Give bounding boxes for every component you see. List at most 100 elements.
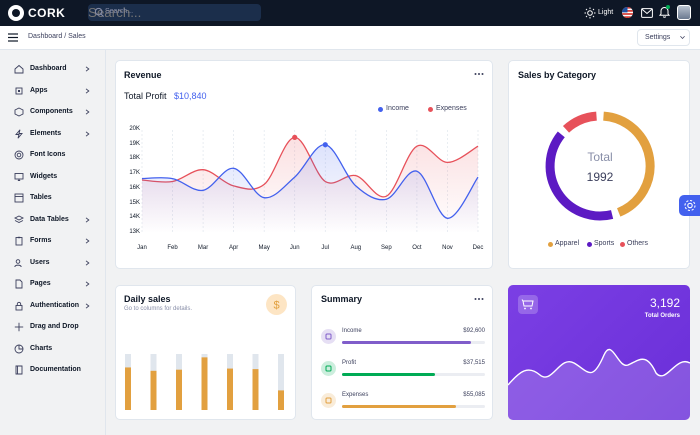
sidebar-item-label: Components — [30, 108, 73, 115]
chevron-right-icon — [85, 238, 90, 244]
chevron-right-icon — [85, 302, 90, 309]
sidebar-item-pages[interactable]: Pages — [0, 277, 106, 293]
credit-card-icon — [321, 393, 336, 408]
x-tick-label: Aug — [350, 245, 362, 251]
daily-bar[interactable] — [278, 390, 284, 410]
legend-dot-income — [378, 107, 383, 112]
data-point-income-peak[interactable] — [322, 142, 328, 148]
svg-text:$: $ — [273, 300, 279, 312]
avatar[interactable] — [677, 5, 691, 20]
donut-center-label: Total — [587, 150, 613, 164]
donut-slice-sports[interactable] — [545, 131, 614, 221]
layers-icon — [14, 214, 24, 223]
x-tick-label: May — [258, 245, 270, 251]
chevron-right-icon — [85, 109, 90, 115]
total-profit-label: Total Profit — [124, 91, 167, 101]
sales-category-title: Sales by Category — [518, 70, 597, 80]
more-horizontal-icon[interactable] — [474, 297, 484, 301]
x-tick-label: Dec — [472, 245, 484, 251]
summary-label: Profit — [342, 360, 357, 366]
legend-label-apparel: Apparel — [555, 240, 580, 247]
x-tick-label: Nov — [442, 245, 453, 251]
chevron-right-icon — [85, 281, 90, 287]
y-tick-label: 18K — [129, 155, 140, 162]
brand-name[interactable]: CORK — [28, 6, 66, 20]
settings-dropdown[interactable]: Settings — [637, 29, 690, 46]
daily-bar[interactable] — [227, 368, 233, 410]
sun-icon[interactable] — [584, 7, 596, 19]
summary-progress-track — [342, 373, 485, 376]
sidebar-item-elements[interactable]: Elements — [0, 127, 106, 143]
chevron-right-icon — [85, 259, 90, 266]
box-icon — [14, 107, 24, 117]
menu-icon[interactable] — [8, 33, 18, 42]
sidebar-item-label: Documentation — [30, 366, 81, 373]
summary-label: Income — [342, 328, 362, 334]
daily-bar[interactable] — [252, 369, 259, 410]
daily-bar[interactable] — [201, 357, 208, 410]
sidebar-item-font-icons[interactable]: Font Icons — [0, 148, 106, 164]
more-horizontal-icon[interactable] — [474, 72, 484, 76]
revenue-title: Revenue — [124, 70, 162, 80]
customizer-toggle-button[interactable] — [679, 195, 700, 216]
airplay-icon — [14, 172, 24, 181]
sales-by-category-card — [508, 60, 690, 269]
summary-progress-track — [342, 341, 485, 344]
series-area-income — [142, 144, 478, 233]
legend-dot-apparel — [548, 242, 553, 247]
summary-label: Expenses — [342, 392, 369, 398]
daily-sales-subtitle: Go to columns for details. — [124, 306, 193, 312]
x-tick-label: Sep — [381, 245, 392, 251]
y-tick-label: 16K — [129, 184, 140, 191]
breadcrumb-parent[interactable]: Dashboard — [28, 33, 63, 40]
chevron-right-icon — [85, 216, 90, 223]
sidebar-item-apps[interactable]: Apps — [0, 84, 106, 100]
total-profit-value: $10,840 — [174, 91, 207, 101]
sidebar-item-label: Users — [30, 258, 50, 266]
book-icon — [15, 365, 23, 375]
legend-dot-expenses — [428, 107, 433, 112]
lock-icon — [15, 301, 23, 310]
total-orders-label: Total Orders — [644, 313, 680, 319]
summary-value: $92,600 — [463, 328, 485, 334]
us-flag-icon[interactable] — [622, 7, 633, 18]
x-tick-label: Jun — [289, 245, 300, 251]
y-tick-label: 19K — [129, 140, 140, 147]
daily-bar[interactable] — [125, 367, 131, 410]
sidebar-item-components[interactable]: Components — [0, 105, 106, 121]
home-icon — [14, 64, 24, 74]
sidebar-item-documentation[interactable]: Documentation — [0, 363, 106, 379]
mail-icon[interactable] — [641, 8, 653, 18]
data-point-expenses-peak[interactable] — [292, 134, 298, 140]
sidebar-item-label: Dashboard — [30, 65, 67, 72]
search-input[interactable] — [88, 4, 261, 21]
sidebar-item-charts[interactable]: Charts — [0, 342, 106, 358]
cork-logo-icon[interactable] — [8, 5, 24, 21]
sidebar-item-label: Forms — [30, 237, 52, 244]
sidebar-item-widgets[interactable]: Widgets — [0, 170, 106, 186]
sidebar-item-label: Drag and Drop — [30, 323, 79, 330]
donut-slice-apparel[interactable] — [603, 111, 655, 217]
sidebar-item-authentication[interactable]: Authentication — [0, 299, 106, 315]
search-placeholder: Search... — [105, 8, 134, 15]
sidebar-item-drag-and-drop[interactable]: Drag and Drop — [0, 320, 106, 336]
sidebar-item-tables[interactable]: Tables — [0, 191, 106, 207]
daily-bar[interactable] — [176, 369, 182, 410]
sidebar-item-dashboard[interactable]: Dashboard — [0, 62, 106, 78]
sidebar-item-data-tables[interactable]: Data Tables — [0, 213, 106, 229]
sidebar-item-forms[interactable]: Forms — [0, 234, 106, 250]
theme-toggle-label[interactable]: Light — [598, 9, 614, 16]
summary-progress-fill — [342, 373, 435, 376]
daily-bar[interactable] — [150, 370, 157, 410]
breadcrumb-bar — [0, 26, 700, 50]
legend-label-sports: Sports — [594, 240, 615, 247]
chevron-down-icon — [680, 35, 685, 40]
total-orders-card — [508, 285, 690, 420]
chevron-right-icon — [85, 66, 90, 72]
series-line-income — [141, 144, 479, 219]
sidebar-item-users[interactable]: Users — [0, 256, 106, 272]
donut-slice-others[interactable] — [562, 111, 598, 133]
cpu-icon — [15, 87, 23, 94]
